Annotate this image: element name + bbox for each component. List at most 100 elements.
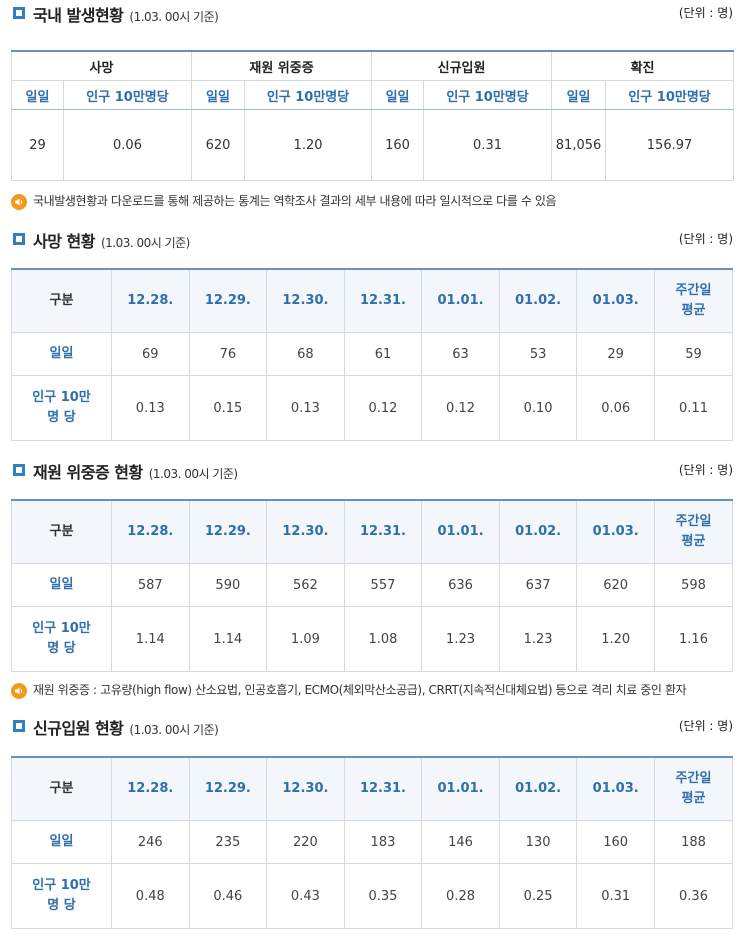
value-cell: 29 <box>576 332 655 376</box>
sub-header: 일일 <box>11 80 64 110</box>
value-cell: 1.08 <box>343 606 423 672</box>
sub-header: 일일 <box>191 80 246 110</box>
value-cell: 0.35 <box>343 863 423 929</box>
table-row: 인구 10만 명 당 0.13 0.15 0.13 0.12 0.12 0.10 … <box>11 375 733 441</box>
unit-label: (단위 : 명) <box>678 6 733 20</box>
value-cell: 61 <box>343 332 423 376</box>
column-header: 12.31. <box>343 499 423 564</box>
square-bullet-icon <box>13 464 25 476</box>
column-header: 12.30. <box>266 268 345 333</box>
value-cell: 0.46 <box>188 863 268 929</box>
value-cell: 235 <box>188 820 268 864</box>
section-title: 신규입원 현황 (1.03. 00시 기준) <box>33 719 219 738</box>
value-cell: 0.15 <box>188 375 268 441</box>
column-header: 주간일 평균 <box>654 499 733 564</box>
critical-section: 재원 위중증 현황 (1.03. 00시 기준) (단위 : 명) <box>0 457 739 483</box>
sub-header: 일일 <box>551 80 607 110</box>
value-cell: 183 <box>343 820 423 864</box>
value-cell: 1.20 <box>576 606 655 672</box>
critical-note: 재원 위중증 : 고유량(high flow) 산소요법, 인공호흡기, ECM… <box>11 681 687 699</box>
column-header: 01.03. <box>576 499 655 564</box>
value-cell: 69 <box>111 332 190 376</box>
domestic-summary-table: 사망 재원 위중증 신규입원 확진 일일 인구 10만명당 일일 인구 10만명… <box>10 50 735 181</box>
row-label: 인구 10만 명 당 <box>11 863 112 929</box>
value-cell: 0.06 <box>576 375 655 441</box>
admissions-table: 구분 12.28. 12.29. 12.30. 12.31. 01.01. 01… <box>11 756 733 929</box>
value-cell: 1.16 <box>654 606 733 672</box>
group-header: 확진 <box>551 50 735 81</box>
column-header: 12.28. <box>111 268 190 333</box>
column-header: 12.29. <box>188 268 268 333</box>
value-cell: 1.14 <box>111 606 190 672</box>
group-header: 신규입원 <box>371 50 553 81</box>
section-title: 국내 발생현황 (1.03. 00시 기준) <box>33 6 219 25</box>
column-header: 주간일 평균 <box>654 756 733 821</box>
value-cell: 0.06 <box>62 109 193 181</box>
value-cell: 160 <box>371 109 425 181</box>
row-label: 일일 <box>11 563 112 607</box>
value-cell: 1.20 <box>244 109 373 181</box>
value-cell: 0.11 <box>654 375 733 441</box>
value-cell: 29 <box>11 109 64 181</box>
value-cell: 0.13 <box>266 375 345 441</box>
deaths-table: 구분 12.28. 12.29. 12.30. 12.31. 01.01. 01… <box>11 268 733 441</box>
value-cell: 620 <box>576 563 655 607</box>
value-cell: 0.12 <box>343 375 423 441</box>
value-cell: 0.48 <box>111 863 190 929</box>
value-cell: 590 <box>188 563 268 607</box>
value-cell: 0.28 <box>421 863 500 929</box>
value-cell: 156.97 <box>605 109 735 181</box>
critical-header: 재원 위중증 현황 (1.03. 00시 기준) (단위 : 명) <box>0 457 739 483</box>
value-cell: 637 <box>498 563 578 607</box>
value-cell: 0.10 <box>498 375 578 441</box>
value-cell: 146 <box>421 820 500 864</box>
value-cell: 81,056 <box>551 109 607 181</box>
value-cell: 1.14 <box>188 606 268 672</box>
column-header: 01.02. <box>498 268 578 333</box>
table-row: 일일 69 76 68 61 63 53 29 59 <box>11 332 733 376</box>
column-header: 구분 <box>11 499 112 564</box>
column-header: 01.02. <box>498 756 578 821</box>
domestic-header: 국내 발생현황 (1.03. 00시 기준) (단위 : 명) <box>0 0 739 26</box>
admissions-section: 신규입원 현황 (1.03. 00시 기준) (단위 : 명) <box>0 713 739 739</box>
value-cell: 59 <box>654 332 733 376</box>
value-cell: 76 <box>188 332 268 376</box>
value-cell: 0.12 <box>421 375 500 441</box>
column-header: 01.01. <box>421 268 500 333</box>
value-cell: 160 <box>576 820 655 864</box>
value-cell: 188 <box>654 820 733 864</box>
value-cell: 620 <box>191 109 246 181</box>
table-row: 일일 587 590 562 557 636 637 620 598 <box>11 563 733 607</box>
speaker-icon <box>11 193 27 210</box>
row-label: 일일 <box>11 332 112 376</box>
value-cell: 587 <box>111 563 190 607</box>
sub-header: 인구 10만명당 <box>244 80 373 110</box>
sub-header: 인구 10만명당 <box>605 80 735 110</box>
section-title: 재원 위중증 현황 (1.03. 00시 기준) <box>33 463 238 482</box>
value-cell: 63 <box>421 332 500 376</box>
column-header: 12.28. <box>111 756 190 821</box>
square-bullet-icon <box>13 7 25 19</box>
table-row: 일일 246 235 220 183 146 130 160 188 <box>11 820 733 864</box>
value-cell: 0.31 <box>423 109 553 181</box>
unit-label: (단위 : 명) <box>678 719 733 733</box>
value-cell: 598 <box>654 563 733 607</box>
table-row: 인구 10만 명 당 0.48 0.46 0.43 0.35 0.28 0.25 … <box>11 863 733 929</box>
admissions-header: 신규입원 현황 (1.03. 00시 기준) (단위 : 명) <box>0 713 739 739</box>
column-header: 01.01. <box>421 756 500 821</box>
group-header: 사망 <box>10 50 193 81</box>
value-cell: 562 <box>266 563 345 607</box>
critical-table: 구분 12.28. 12.29. 12.30. 12.31. 01.01. 01… <box>11 499 733 672</box>
row-label: 인구 10만 명 당 <box>11 375 112 441</box>
column-header: 구분 <box>11 268 112 333</box>
value-cell: 68 <box>266 332 345 376</box>
value-cell: 1.23 <box>498 606 578 672</box>
value-cell: 130 <box>498 820 578 864</box>
speaker-icon <box>11 682 27 699</box>
column-header: 12.31. <box>343 268 423 333</box>
square-bullet-icon <box>13 720 25 732</box>
column-header: 12.30. <box>266 499 345 564</box>
column-header: 01.02. <box>498 499 578 564</box>
column-header: 12.29. <box>188 756 268 821</box>
value-cell: 246 <box>111 820 190 864</box>
